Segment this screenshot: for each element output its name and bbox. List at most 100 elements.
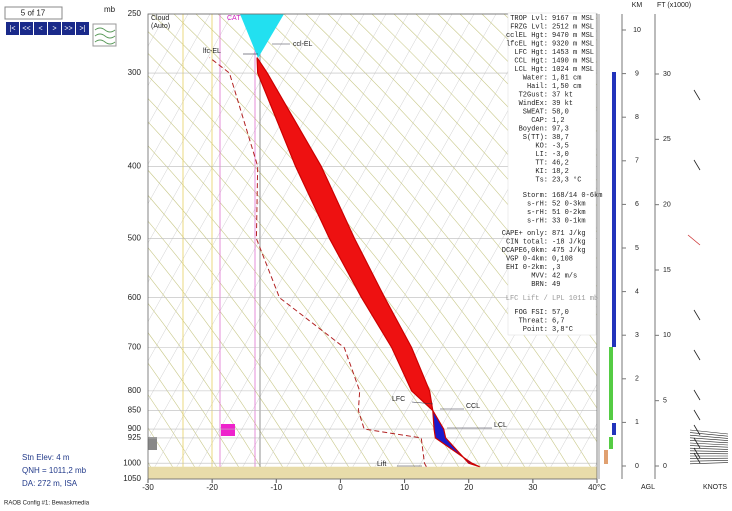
cape-area	[257, 57, 433, 411]
profile-line	[209, 57, 427, 467]
nav-button[interactable]	[34, 22, 47, 35]
nav-button[interactable]	[6, 22, 19, 35]
layer-bar	[612, 423, 616, 435]
stat-value: 33 0-1km	[552, 217, 586, 225]
density-altitude: DA: 272 m, ISA	[22, 479, 78, 488]
stat-value: 6,7	[552, 317, 565, 325]
adiabat	[393, 14, 597, 233]
axis-footer: AGL	[641, 484, 655, 491]
wind-barb	[693, 437, 701, 449]
mixing-line	[148, 14, 233, 165]
axis-tick-label: 4	[635, 288, 639, 295]
stat-value: 9320 m MSL	[552, 40, 594, 48]
stat-value: 38,7	[552, 134, 569, 142]
mixing-line	[169, 14, 431, 479]
stat-value: 0,108	[552, 255, 573, 263]
layer-bar	[609, 437, 613, 449]
axis-tick-label: 15	[663, 267, 671, 274]
mixing-line	[148, 14, 387, 441]
wind-barb	[693, 389, 701, 401]
counter-box	[4, 6, 63, 20]
wind-barb	[689, 450, 729, 452]
stat-value: 1490 m MSL	[552, 57, 594, 65]
stat-value: 168/14 0-6km	[552, 192, 602, 200]
axis-tick-label: 5	[635, 245, 639, 252]
mixing-line	[477, 265, 597, 479]
y-tick-label: 800	[128, 386, 142, 395]
stat-value: 871 J/kg	[552, 230, 586, 238]
stat-label: Point:	[523, 326, 548, 334]
stat-label: Threat:	[519, 317, 548, 325]
mixing-line	[148, 14, 255, 205]
stat-label: s-rH:	[527, 217, 548, 225]
lift-note: LFC Lift / LPL 1011 mb	[506, 295, 598, 303]
background-lines	[148, 14, 597, 479]
stat-label: VGP 0-4km:	[506, 255, 548, 263]
mixing-line	[257, 14, 519, 479]
nav-button[interactable]	[76, 22, 89, 35]
adiabat	[148, 274, 291, 479]
y-tick-label: 400	[128, 161, 142, 170]
station-elevation: Stn Elev: 4 m	[22, 453, 70, 462]
wind-barb	[693, 447, 701, 459]
stat-value: 37 kt	[552, 91, 573, 99]
mixing-line	[279, 14, 541, 479]
stat-value: 23,3 °C	[552, 175, 581, 184]
pressure-unit: mb	[104, 5, 116, 14]
stat-label: WindEx:	[519, 100, 548, 108]
axis-tick-label: 0	[635, 463, 639, 470]
wind-barb	[689, 429, 729, 435]
stat-label: BRN:	[531, 281, 548, 289]
adiabat	[148, 145, 401, 479]
stat-label: Water:	[523, 74, 548, 82]
y-tick-label: 900	[128, 424, 142, 433]
adiabat	[151, 14, 533, 479]
stat-value: 58,0	[552, 108, 569, 116]
wind-barb	[689, 440, 729, 444]
stat-value: -18 J/kg	[552, 238, 586, 246]
stat-value: 1024 m MSL	[552, 66, 594, 74]
wind-barb	[689, 445, 729, 448]
ground	[148, 466, 597, 479]
annotation: CCL	[466, 403, 480, 410]
stat-label: s-rH:	[527, 209, 548, 217]
wind-barb	[689, 432, 729, 437]
stat-label: Hail:	[527, 83, 548, 91]
stat-value: -3,0	[552, 151, 569, 159]
stat-label: CIN total:	[506, 238, 548, 246]
stat-value: 51 0-2km	[552, 209, 586, 217]
nav-button[interactable]	[48, 22, 61, 35]
adiabat	[217, 14, 597, 478]
adiabat	[437, 14, 597, 181]
adiabat	[148, 98, 445, 479]
annotation: LFC	[392, 396, 405, 403]
nav-button[interactable]	[62, 22, 75, 35]
annotation: Cloud	[151, 15, 169, 22]
annotation: (Auto)	[151, 23, 170, 30]
annotation: lfc-EL	[203, 48, 221, 55]
axis-tick-label: 7	[635, 158, 639, 165]
axis-footer: KNOTS	[703, 484, 727, 491]
mixing-line	[148, 14, 211, 126]
stat-label: LCL Hgt:	[514, 66, 548, 74]
nav-button-label: <<	[22, 25, 30, 32]
wind-barb	[693, 452, 701, 464]
wind-barb	[693, 159, 701, 171]
adiabat	[239, 14, 597, 443]
profile-line	[256, 57, 480, 468]
stat-value: 1453 m MSL	[552, 49, 594, 57]
adiabat	[148, 302, 269, 479]
stat-label: CCL Hgt:	[514, 57, 548, 65]
qnh: QNH = 1011,2 mb	[22, 466, 87, 475]
stat-value: -3,5	[552, 142, 569, 150]
axis-tick-label: 20	[663, 202, 671, 209]
mixing-line	[499, 305, 597, 479]
stat-label: Ts:	[535, 176, 548, 184]
mixing-line	[148, 14, 409, 479]
axis-tick-label: 25	[663, 136, 671, 143]
nav-button[interactable]	[20, 22, 33, 35]
axis-tick-label: 2	[635, 376, 639, 383]
wind-barb	[689, 460, 729, 462]
nav-button-label: >	[52, 25, 56, 32]
